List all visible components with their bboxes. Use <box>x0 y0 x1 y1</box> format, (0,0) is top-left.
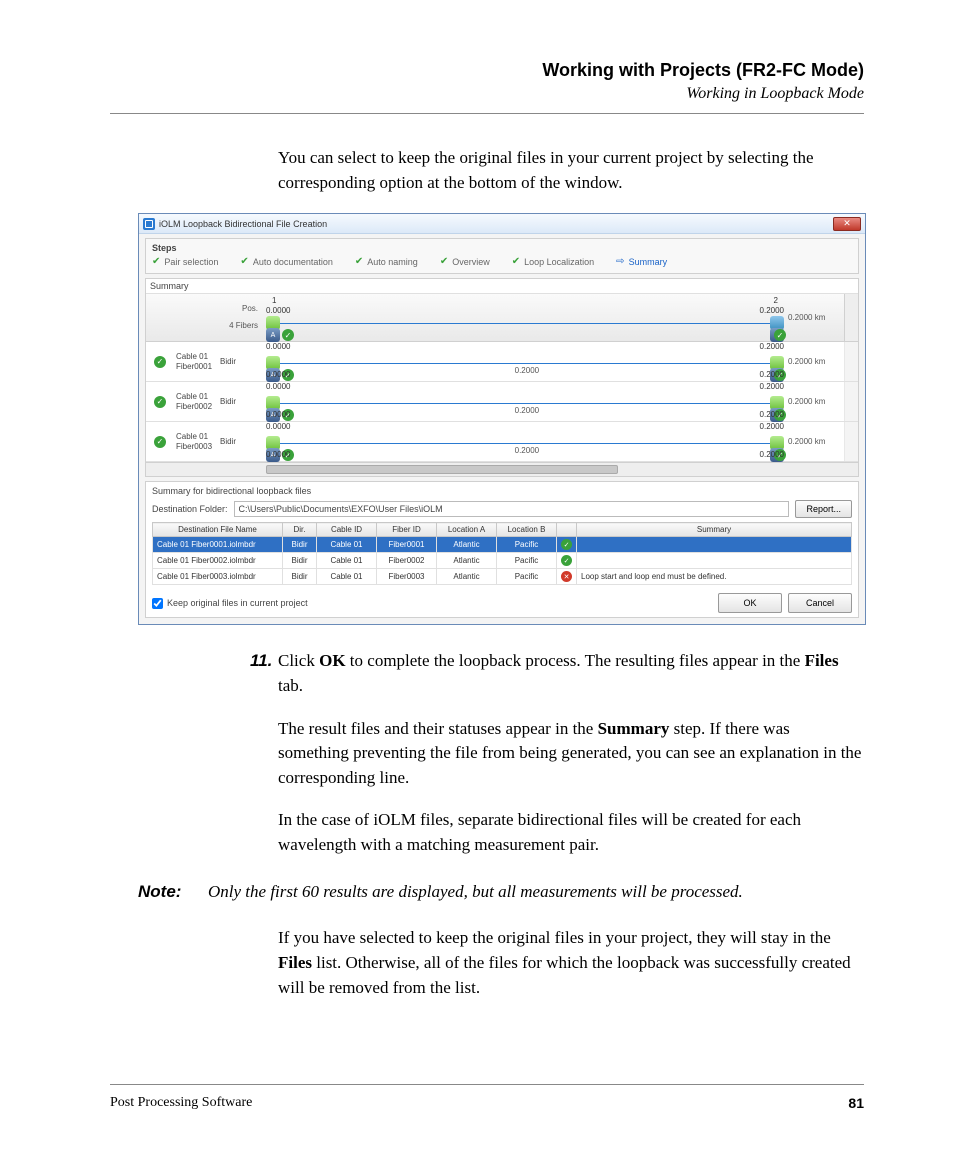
step-11-p2: The result files and their statuses appe… <box>278 717 864 791</box>
header-divider <box>110 113 864 114</box>
status-ok-icon: ✓ <box>154 436 166 448</box>
status-ok-icon: ✓ <box>561 555 572 566</box>
fiber-row: ✓ Cable 01Fiber0002 Bidir 0.0000 0.2000 … <box>146 382 858 422</box>
summary-table: Destination File NameDir.Cable IDFiber I… <box>152 522 852 585</box>
wizard-step[interactable]: ✔Loop Localization <box>512 256 594 267</box>
dest-folder-input[interactable] <box>234 501 790 517</box>
file-summary-panel: Summary for bidirectional loopback files… <box>145 481 859 618</box>
screenshot-window: iOLM Loopback Bidirectional File Creatio… <box>138 213 866 625</box>
table-header: Location B <box>497 523 557 537</box>
page-number: 81 <box>848 1095 864 1111</box>
fiber-row: ✓ Cable 01Fiber0003 Bidir 0.0000 0.2000 … <box>146 422 858 462</box>
table-header <box>557 523 577 537</box>
table-row[interactable]: Cable 01 Fiber0003.iolmbdrBidirCable 01F… <box>153 569 852 585</box>
check-icon: ✔ <box>355 256 363 267</box>
wizard-step[interactable]: ⇨Summary <box>616 256 667 267</box>
wizard-step[interactable]: ✔Pair selection <box>152 256 218 267</box>
note-text: Only the first 60 results are displayed,… <box>208 880 864 905</box>
axis-left-val: 0.0000 <box>266 306 290 315</box>
position-header-row: Pos. 4 Fibers 1 0.0000 2 0.2000 A ✓ B ✓ … <box>146 294 858 342</box>
horizontal-scrollbar[interactable] <box>146 462 858 476</box>
note-block: Note: Only the first 60 results are disp… <box>110 880 864 905</box>
cancel-button[interactable]: Cancel <box>788 593 852 613</box>
intro-paragraph: You can select to keep the original file… <box>278 146 864 195</box>
summary-panel: Summary Pos. 4 Fibers 1 0.0000 2 0.2000 … <box>145 278 859 477</box>
keep-label: Keep original files in current project <box>167 598 308 608</box>
table-row[interactable]: Cable 01 Fiber0002.iolmbdrBidirCable 01F… <box>153 553 852 569</box>
table-header: Destination File Name <box>153 523 283 537</box>
dest-folder-label: Destination Folder: <box>152 504 228 514</box>
page-footer: Post Processing Software 81 <box>110 1095 864 1111</box>
status-ok-icon: ✓ <box>154 356 166 368</box>
window-title: iOLM Loopback Bidirectional File Creatio… <box>159 219 327 229</box>
report-button[interactable]: Report... <box>795 500 852 518</box>
table-header: Location A <box>437 523 497 537</box>
table-header: Cable ID <box>317 523 377 537</box>
step-11: 11. Click OK to complete the loopback pr… <box>250 649 864 698</box>
page-header: Working with Projects (FR2-FC Mode) Work… <box>110 60 864 103</box>
table-header: Dir. <box>283 523 317 537</box>
fiber-row: ✓ Cable 01Fiber0001 Bidir 0.0000 0.2000 … <box>146 342 858 382</box>
steps-label: Steps <box>152 243 852 253</box>
note-label: Note: <box>138 880 208 905</box>
wizard-step[interactable]: ✔Auto naming <box>355 256 418 267</box>
check-icon: ✔ <box>440 256 448 267</box>
table-header: Summary <box>577 523 852 537</box>
step-11-p3: In the case of iOLM files, separate bidi… <box>278 808 864 857</box>
table-row[interactable]: Cable 01 Fiber0001.iolmbdrBidirCable 01F… <box>153 537 852 553</box>
app-icon <box>143 218 155 230</box>
node-start-bot: A <box>266 328 280 342</box>
footer-divider <box>110 1084 864 1085</box>
chapter-title: Working with Projects (FR2-FC Mode) <box>110 60 864 81</box>
keep-files-checkbox[interactable]: Keep original files in current project <box>152 598 308 609</box>
footer-left: Post Processing Software <box>110 1095 252 1111</box>
axis-left-num: 1 <box>272 296 276 305</box>
status-error-icon: ✕ <box>561 571 572 582</box>
titlebar: iOLM Loopback Bidirectional File Creatio… <box>139 214 865 234</box>
check-icon: ✔ <box>512 256 520 267</box>
pos-label: Pos. <box>146 304 258 313</box>
check-icon: ✓ <box>282 329 294 341</box>
wizard-step[interactable]: ✔Auto documentation <box>240 256 332 267</box>
status-ok-icon: ✓ <box>154 396 166 408</box>
pos-line <box>280 323 770 324</box>
ok-button[interactable]: OK <box>718 593 782 613</box>
after-note-paragraph: If you have selected to keep the origina… <box>278 926 864 1000</box>
arrow-right-icon: ⇨ <box>616 256 624 267</box>
close-button[interactable]: ✕ <box>833 217 861 231</box>
axis-right-num: 2 <box>774 296 778 305</box>
sub-summary-title: Summary for bidirectional loopback files <box>152 486 852 496</box>
wizard-step[interactable]: ✔Overview <box>440 256 490 267</box>
step-number: 11. <box>250 649 278 698</box>
check-icon: ✔ <box>240 256 248 267</box>
status-ok-icon: ✓ <box>561 539 572 550</box>
check-icon: ✔ <box>152 256 160 267</box>
keep-checkbox-input[interactable] <box>152 598 163 609</box>
axis-right-val: 0.2000 <box>760 306 784 315</box>
summary-label: Summary <box>146 279 858 294</box>
distance-label: 0.2000 km <box>788 313 825 322</box>
table-header: Fiber ID <box>377 523 437 537</box>
steps-box: Steps ✔Pair selection ✔Auto documentation… <box>145 238 859 274</box>
fibers-count: 4 Fibers <box>146 321 258 330</box>
section-title: Working in Loopback Mode <box>110 85 864 103</box>
